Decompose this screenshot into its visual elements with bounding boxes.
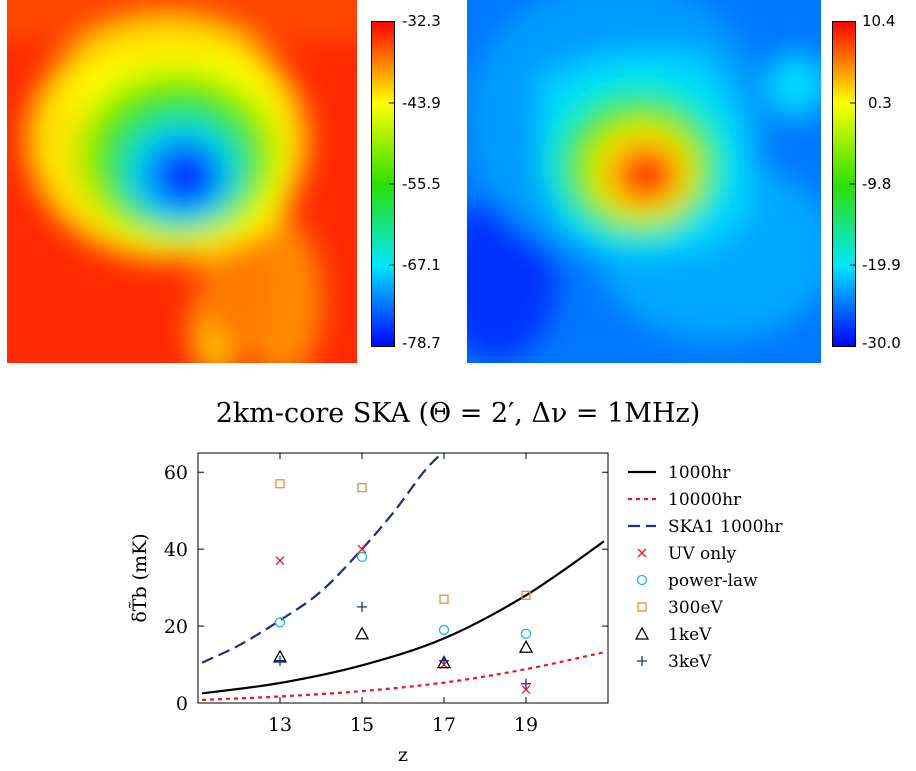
y-tick-label-3: 60 [164,462,188,484]
point-300ev-0 [275,479,285,489]
chart-title: 2km-core SKA (Θ = 2′, Δν = 1MHz) [215,398,701,429]
legend-uv-only-swatch [637,548,647,558]
point-1kev-1 [354,626,370,640]
y-tick-label-1: 20 [164,616,188,638]
point-uv-only-0 [275,556,285,566]
y-tick-label-0: 0 [176,693,188,715]
point-power-law-3 [520,628,532,639]
legend-1kev-label: 1keV [668,625,712,645]
point-300ev-2 [439,594,449,604]
legend-300ev-swatch [637,602,647,612]
legend-ska1-1000hr-label: SKA1 1000hr [668,517,783,537]
plot-frame [197,452,609,704]
legend-uv-only-label: UV only [668,544,737,564]
line-ska1-1000hr [201,453,443,664]
point-uv-only-1 [357,544,367,554]
point-3kev-1 [357,601,367,612]
right-cb-tick-4: -30.0 [862,334,901,352]
y-axis-label: δT̃b (mK) [129,533,151,622]
legend-3kev-swatch [637,656,647,666]
point-3kev-2 [439,655,449,666]
legend-300ev-label: 300eV [668,598,724,618]
line-1000hr [201,540,605,695]
point-300ev-1 [357,482,367,493]
point-1kev-2 [436,655,452,669]
right-cb-tick-2: -9.8 [862,175,892,193]
left-cb-tick-1: -43.9 [402,94,441,112]
left-cb-tick-4: -78.7 [402,334,441,352]
left-cb-tick-3: -67.1 [402,256,441,274]
point-300ev-3 [521,590,531,600]
legend-10000hr-label: 10000hr [668,490,742,510]
point-power-law-2 [438,624,450,636]
point-power-law-0 [274,617,286,628]
legend-power-law-swatch [636,574,648,586]
left-cb-tick-0: -32.3 [402,12,441,30]
point-uv-only-3 [521,685,531,694]
point-power-law-1 [356,551,368,562]
right-heatmap [467,0,821,363]
point-1kev-3 [518,639,534,653]
legend-1000hr-label: 1000hr [668,463,731,483]
x-tick-label-3: 19 [514,714,538,736]
y-tick-label-2: 40 [164,539,188,561]
x-tick-label-2: 17 [432,714,456,736]
point-3kev-0 [275,655,285,666]
right-cb-tick-0: 10.4 [862,12,896,30]
point-3kev-3 [521,678,531,689]
legend-power-law-label: power-law [668,571,758,591]
x-tick-label-0: 13 [268,714,292,736]
left-cb-tick-2: -55.5 [402,175,441,193]
right-cb-tick-1: 0.3 [868,94,892,112]
left-heatmap [7,0,357,363]
legend-3kev-label: 3keV [668,652,712,672]
right-colorbar [832,21,856,347]
line-10000hr [202,651,605,702]
x-tick-label-1: 15 [350,714,374,736]
left-colorbar [371,21,395,347]
legend-1kev-swatch [634,626,650,640]
right-cb-tick-3: -19.9 [862,256,901,274]
x-axis-label: z [398,744,408,766]
